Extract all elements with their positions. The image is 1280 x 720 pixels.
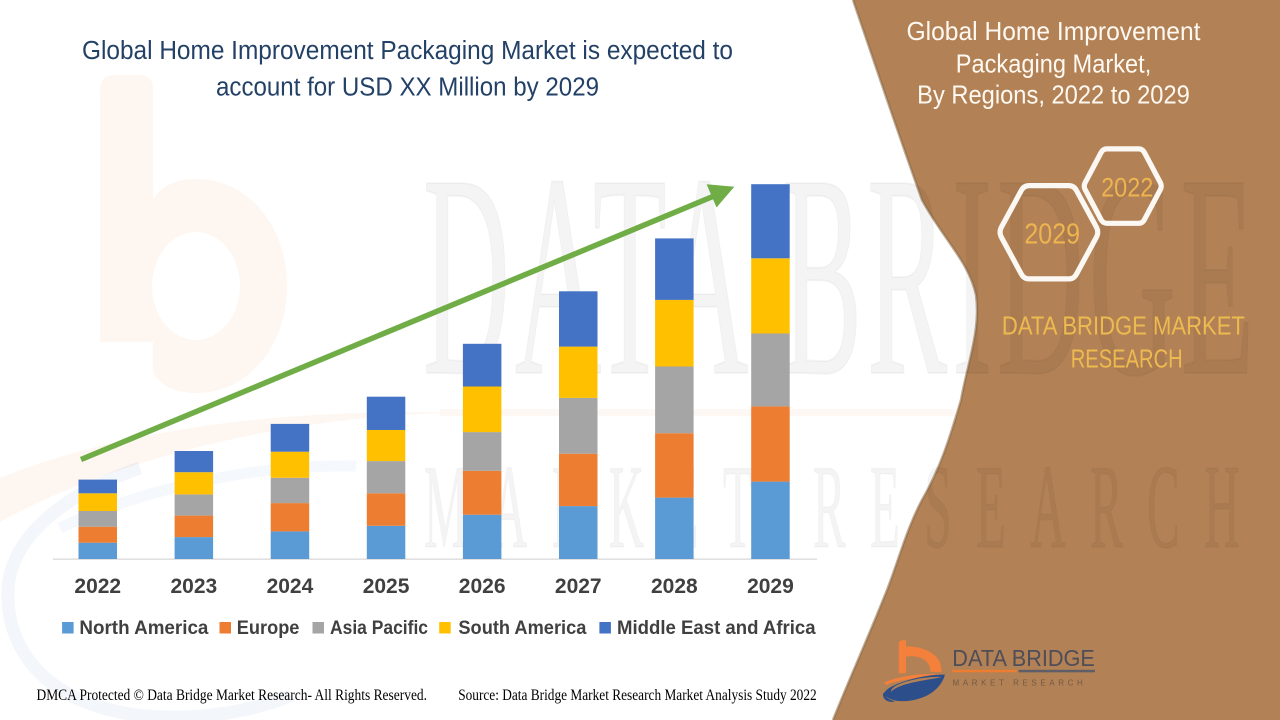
svg-text:2026: 2026 xyxy=(459,575,506,598)
svg-text:2029: 2029 xyxy=(747,575,794,598)
svg-text:RESEARCH: RESEARCH xyxy=(1071,343,1183,373)
svg-text:Asia Pacific: Asia Pacific xyxy=(330,618,428,639)
svg-text:2023: 2023 xyxy=(170,575,217,598)
svg-text:DMCA Protected © Data Bridge M: DMCA Protected © Data Bridge Market Rese… xyxy=(37,687,428,704)
svg-text:Europe: Europe xyxy=(237,618,300,639)
svg-text:2029: 2029 xyxy=(1024,218,1080,250)
svg-text:Packaging Market,: Packaging Market, xyxy=(956,49,1152,79)
svg-text:2024: 2024 xyxy=(267,575,314,598)
svg-text:Middle East and Africa: Middle East and Africa xyxy=(617,618,816,639)
svg-text:DATA BRIDGE: DATA BRIDGE xyxy=(952,645,1095,671)
svg-text:South America: South America xyxy=(458,618,586,639)
svg-text:Source: Data Bridge Market Res: Source: Data Bridge Market Research Mark… xyxy=(458,687,817,704)
svg-text:2022: 2022 xyxy=(74,575,121,598)
svg-text:2025: 2025 xyxy=(363,575,410,598)
svg-text:MARKET RESEARCH: MARKET RESEARCH xyxy=(424,440,1264,573)
svg-text:2028: 2028 xyxy=(651,575,698,598)
svg-text:Global Home Improvement: Global Home Improvement xyxy=(907,16,1202,46)
svg-text:account for USD XX Million by: account for USD XX Million by 2029 xyxy=(216,74,599,102)
svg-text:MARKET RESEARCH: MARKET RESEARCH xyxy=(953,679,1087,688)
svg-text:DATA BRIDGE: DATA BRIDGE xyxy=(423,115,1259,436)
svg-text:2022: 2022 xyxy=(1101,173,1153,203)
svg-text:By Regions, 2022 to 2029: By Regions, 2022 to 2029 xyxy=(917,79,1190,109)
svg-text:North America: North America xyxy=(79,618,208,639)
svg-text:Global Home Improvement Packag: Global Home Improvement Packaging Market… xyxy=(82,37,733,65)
svg-text:DATA BRIDGE MARKET: DATA BRIDGE MARKET xyxy=(1002,311,1245,341)
svg-text:2027: 2027 xyxy=(555,575,602,598)
